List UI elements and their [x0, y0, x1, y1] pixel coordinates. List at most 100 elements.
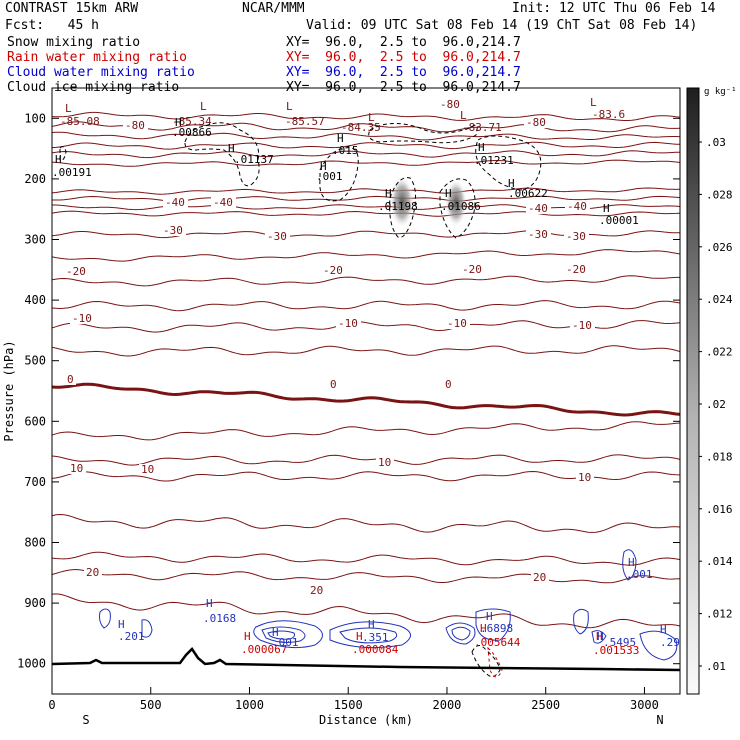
cloud-water-max-label: .296 — [660, 636, 687, 649]
snow-max-marker: H — [478, 141, 485, 154]
x-tick-label: 0 — [48, 698, 55, 712]
colorbar-tick-label: .024 — [706, 293, 733, 306]
field-rain-label: Rain water mixing ratio — [7, 50, 188, 65]
temperature-contour — [52, 551, 680, 566]
contour-label: -10 — [72, 312, 92, 325]
contour-label: 20 — [310, 584, 323, 597]
colorbar-tick-label: .026 — [706, 241, 733, 254]
snow-contour — [319, 147, 359, 202]
snow-max-marker: H — [337, 132, 344, 145]
snow-max-label: .00622 — [508, 187, 548, 200]
contour-label: -80 — [125, 119, 145, 132]
cloud-water-contour — [639, 630, 678, 661]
cloud-water-max-label: .6898 — [480, 622, 513, 635]
contour-label: -30 — [163, 224, 183, 237]
contour-label-bg — [565, 201, 590, 212]
cloud-water-contour — [445, 622, 476, 645]
field-rain-xy: XY= 96.0, 2.5 to 96.0,214.7 — [286, 50, 521, 65]
low-marker: L — [286, 100, 293, 113]
snow-contour — [368, 123, 478, 144]
contour-label-bg — [65, 374, 76, 385]
cloud-water-max-label: .351 — [362, 631, 389, 644]
contour-label: -40 — [567, 200, 587, 213]
snow-contour — [475, 135, 542, 191]
snow-contour — [471, 645, 501, 678]
contour-label-bg — [265, 231, 290, 242]
cloud-water-contour — [141, 619, 153, 638]
contour-label: 0 — [67, 373, 74, 386]
contour-label-bg — [64, 266, 89, 277]
x-tick-label: 2000 — [433, 698, 462, 712]
snow-max-marker: H — [445, 187, 452, 200]
low-value-label: -84.35 — [341, 121, 381, 134]
snow-max-label: .01198 — [378, 200, 418, 213]
cloud-water-max-label: .001 — [272, 636, 299, 649]
x-tick-label: 1500 — [334, 698, 363, 712]
cloud-water-max-marker: H — [486, 610, 493, 623]
y-tick-label: 400 — [24, 293, 46, 307]
snow-shade — [390, 176, 414, 228]
rain-max-marker: H — [596, 630, 603, 643]
y-tick-label: 200 — [24, 172, 46, 186]
x-end-label-north: N — [656, 713, 663, 727]
snow-max-label: .001 — [316, 170, 343, 183]
contour-label: -30 — [267, 230, 287, 243]
contour-label-bg — [139, 464, 157, 475]
cloud-water-contour — [99, 608, 111, 629]
contour-label-bg — [460, 264, 485, 275]
snow-max-label: .01231 — [474, 154, 514, 167]
cloud-water-max-label: .0168 — [203, 612, 236, 625]
temperature-contour — [52, 159, 680, 167]
cloud-water-max-marker: H — [597, 630, 604, 643]
low-marker: L — [590, 96, 597, 109]
contour-label-bg — [570, 320, 595, 331]
snow-contour — [439, 178, 476, 239]
field-cloudwater-xy: XY= 96.0, 2.5 to 96.0,214.7 — [286, 65, 521, 80]
cloud-water-max-marker: H — [206, 597, 213, 610]
org-label: NCAR/MMM — [242, 1, 305, 16]
x-tick-label: 500 — [140, 698, 162, 712]
low-marker: L — [460, 109, 467, 122]
cloud-water-contour — [253, 620, 323, 649]
rain-max-marker: H — [356, 630, 363, 643]
low-marker: L — [200, 100, 207, 113]
rain-max-label: .001533 — [593, 644, 639, 657]
contour-label: -20 — [66, 265, 86, 278]
contour-label-bg — [443, 379, 454, 390]
cloud-water-max-marker: H — [660, 623, 667, 636]
colorbar-tick-label: .014 — [706, 555, 733, 568]
y-tick-label: 1000 — [17, 657, 46, 671]
snow-max-label: .00866 — [172, 126, 212, 139]
colorbar-tick-label: .012 — [706, 608, 733, 621]
rain-max-marker: H — [244, 630, 251, 643]
low-marker: L — [65, 102, 72, 115]
contour-label-bg — [438, 99, 463, 110]
contour-label-bg — [526, 203, 551, 214]
cloud-water-max-marker: H — [272, 626, 279, 639]
y-tick-label: 900 — [24, 596, 46, 610]
y-tick-label: 700 — [24, 475, 46, 489]
temperature-contour — [52, 300, 680, 312]
y-tick-label: 300 — [24, 233, 46, 247]
cloud-water-contour — [329, 621, 411, 649]
y-tick-label: 600 — [24, 414, 46, 428]
contour-label: 20 — [86, 566, 99, 579]
temperature-contour — [52, 345, 680, 357]
contour-label-bg — [328, 379, 339, 390]
contour-label: 10 — [141, 463, 154, 476]
snow-max-marker: H — [385, 187, 392, 200]
cloud-water-max-marker: H — [118, 618, 125, 631]
colorbar-tick-label: .022 — [706, 346, 733, 359]
contour-label: -20 — [323, 264, 343, 277]
cloud-water-contour — [261, 626, 306, 643]
temperature-contour — [52, 210, 680, 217]
rain-max-label: .000084 — [352, 643, 399, 656]
low-value-label: -85.08 — [60, 115, 100, 128]
field-cloudwater-label: Cloud water mixing ratio — [7, 65, 195, 80]
contour-label: -10 — [447, 317, 467, 330]
temperature-contour — [52, 275, 680, 287]
cloud-water-max-label: .5495 — [603, 636, 636, 649]
temperature-contour — [52, 421, 680, 441]
cloud-water-max-label: .001 — [626, 568, 653, 581]
